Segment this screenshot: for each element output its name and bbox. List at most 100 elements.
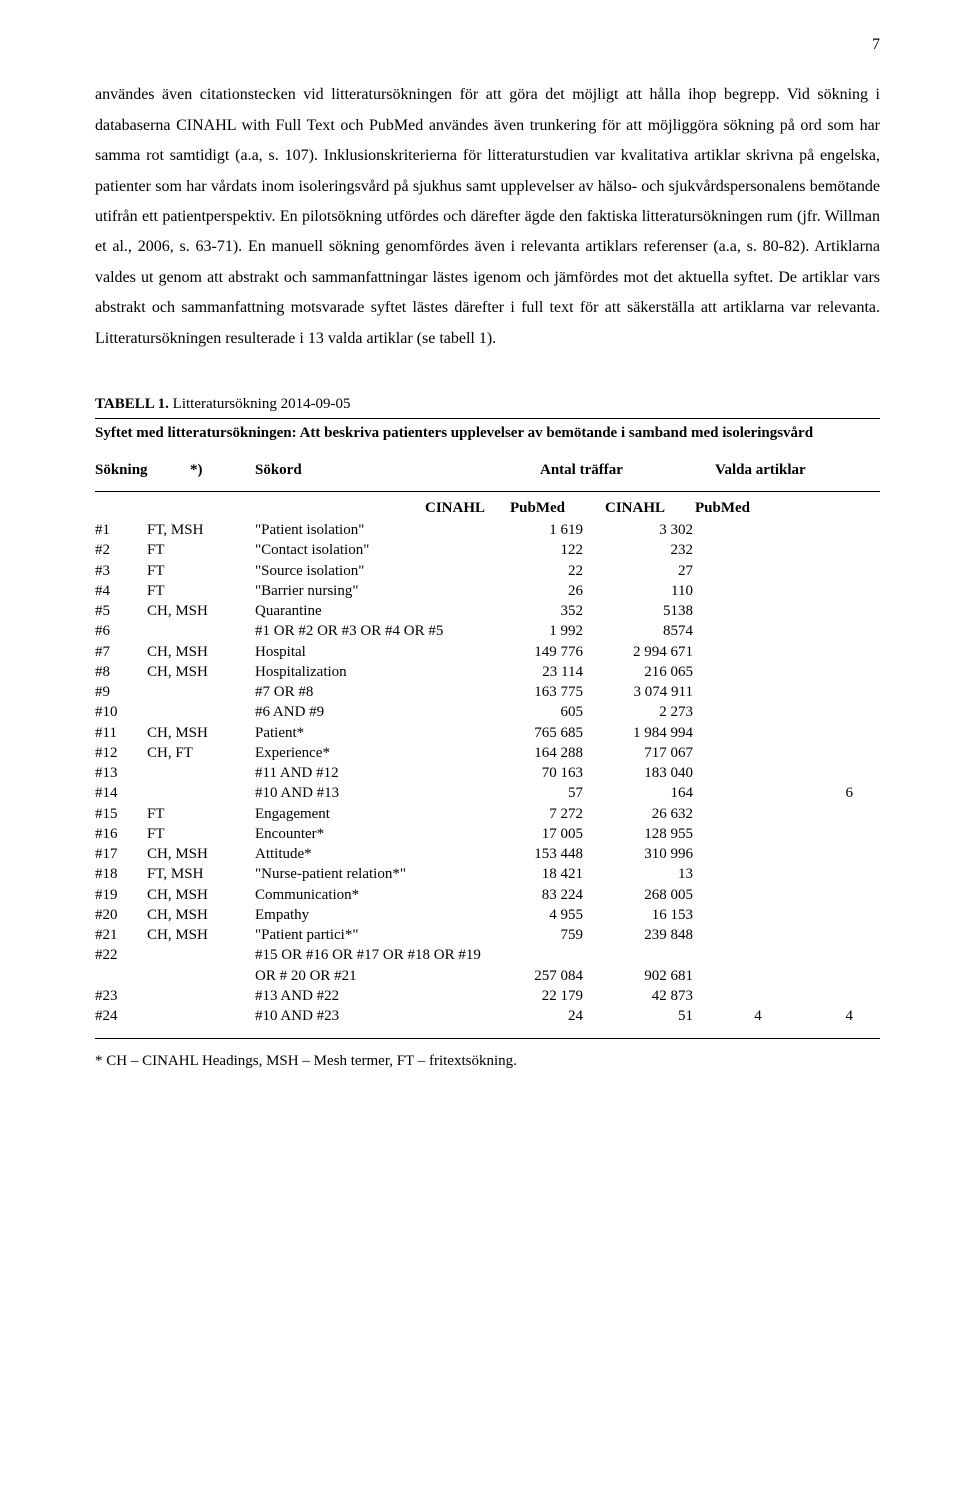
cell-valda-pubmed: [793, 581, 853, 601]
cell-keyword: "Contact isolation": [255, 540, 505, 560]
subcol-pubmed-2: PubMed: [695, 498, 775, 518]
cell-cinahl: 1 619: [505, 520, 611, 540]
cell-valda-cinahl: [723, 844, 793, 864]
cell-pubmed: 26 632: [611, 804, 723, 824]
cell-valda-cinahl: [723, 864, 793, 884]
col-sokord: Sökord: [255, 456, 540, 485]
cell-valda-pubmed: [793, 844, 853, 864]
cell-cinahl: 83 224: [505, 885, 611, 905]
cell-keyword: #10 AND #23: [255, 1006, 505, 1026]
table-row: #18FT, MSH"Nurse-patient relation*"18 42…: [95, 864, 880, 884]
table-row: OR # 20 OR #21257 084902 681: [95, 966, 880, 986]
cell-pubmed: 164: [611, 783, 723, 803]
cell-type: [147, 763, 255, 783]
col-sokning: Sökning: [95, 456, 190, 485]
cell-valda-pubmed: [793, 682, 853, 702]
cell-cinahl: 22 179: [505, 986, 611, 1006]
cell-num: [95, 966, 147, 986]
cell-valda-cinahl: [723, 662, 793, 682]
subcol-pubmed-1: PubMed: [510, 498, 605, 518]
cell-num: #9: [95, 682, 147, 702]
table-row: #5CH, MSHQuarantine3525138: [95, 601, 880, 621]
table-row: #24#10 AND #23245144: [95, 1006, 880, 1026]
cell-pubmed: 5138: [611, 601, 723, 621]
cell-valda-cinahl: [723, 905, 793, 925]
cell-cinahl: 1 992: [505, 621, 611, 641]
cell-pubmed: 239 848: [611, 925, 723, 945]
table-row: #13#11 AND #1270 163183 040: [95, 763, 880, 783]
cell-num: #7: [95, 642, 147, 662]
cell-keyword: "Barrier nursing": [255, 581, 505, 601]
cell-num: #16: [95, 824, 147, 844]
cell-num: #24: [95, 1006, 147, 1026]
cell-type: CH, MSH: [147, 925, 255, 945]
cell-type: CH, MSH: [147, 601, 255, 621]
cell-pubmed: 216 065: [611, 662, 723, 682]
cell-cinahl: 759: [505, 925, 611, 945]
cell-type: FT: [147, 561, 255, 581]
cell-num: #22: [95, 945, 147, 965]
cell-cinahl: 257 084: [505, 966, 611, 986]
col-antal: Antal träffar: [540, 456, 715, 485]
table-row: #4FT"Barrier nursing"26110: [95, 581, 880, 601]
cell-valda-cinahl: [723, 783, 793, 803]
cell-num: #4: [95, 581, 147, 601]
cell-valda-pubmed: 6: [793, 783, 853, 803]
cell-num: #19: [95, 885, 147, 905]
cell-pubmed: 16 153: [611, 905, 723, 925]
cell-valda-cinahl: 4: [723, 1006, 793, 1026]
cell-pubmed: 128 955: [611, 824, 723, 844]
cell-keyword: Empathy: [255, 905, 505, 925]
table-row: #14#10 AND #13571646: [95, 783, 880, 803]
cell-cinahl: 18 421: [505, 864, 611, 884]
cell-keyword: #13 AND #22: [255, 986, 505, 1006]
cell-keyword: Experience*: [255, 743, 505, 763]
table-row: #1FT, MSH"Patient isolation"1 6193 302: [95, 520, 880, 540]
cell-num: #12: [95, 743, 147, 763]
cell-num: #17: [95, 844, 147, 864]
cell-pubmed: 8574: [611, 621, 723, 641]
cell-valda-cinahl: [723, 885, 793, 905]
cell-keyword: Encounter*: [255, 824, 505, 844]
cell-valda-pubmed: [793, 804, 853, 824]
cell-num: #5: [95, 601, 147, 621]
cell-num: #23: [95, 986, 147, 1006]
cell-num: #21: [95, 925, 147, 945]
cell-valda-pubmed: [793, 763, 853, 783]
cell-valda-pubmed: 4: [793, 1006, 853, 1026]
cell-valda-cinahl: [723, 925, 793, 945]
cell-type: CH, MSH: [147, 844, 255, 864]
table-row: #21CH, MSH"Patient partici*"759239 848: [95, 925, 880, 945]
table-footnote: * CH – CINAHL Headings, MSH – Mesh terme…: [95, 1038, 880, 1076]
cell-keyword: Quarantine: [255, 601, 505, 621]
cell-type: [147, 621, 255, 641]
cell-type: [147, 702, 255, 722]
cell-cinahl: 24: [505, 1006, 611, 1026]
cell-pubmed: 1 984 994: [611, 723, 723, 743]
cell-type: CH, MSH: [147, 723, 255, 743]
cell-keyword: OR # 20 OR #21: [255, 966, 505, 986]
table-row: #19CH, MSHCommunication*83 224268 005: [95, 885, 880, 905]
cell-valda-cinahl: [723, 966, 793, 986]
cell-num: #3: [95, 561, 147, 581]
cell-type: [147, 945, 255, 965]
cell-pubmed: 902 681: [611, 966, 723, 986]
table-row: #15FTEngagement7 27226 632: [95, 804, 880, 824]
subcol-cinahl-1: CINAHL: [425, 498, 510, 518]
table-row: #3FT"Source isolation"2227: [95, 561, 880, 581]
table-row: #10#6 AND #96052 273: [95, 702, 880, 722]
cell-valda-pubmed: [793, 905, 853, 925]
cell-valda-cinahl: [723, 986, 793, 1006]
cell-pubmed: 717 067: [611, 743, 723, 763]
cell-pubmed: 310 996: [611, 844, 723, 864]
cell-keyword: Hospitalization: [255, 662, 505, 682]
cell-cinahl: 23 114: [505, 662, 611, 682]
cell-cinahl: 149 776: [505, 642, 611, 662]
cell-valda-pubmed: [793, 824, 853, 844]
table-row: #11CH, MSHPatient*765 6851 984 994: [95, 723, 880, 743]
cell-num: #6: [95, 621, 147, 641]
subcol-cinahl-2: CINAHL: [605, 498, 695, 518]
cell-keyword: Hospital: [255, 642, 505, 662]
cell-keyword: #1 OR #2 OR #3 OR #4 OR #5: [255, 621, 505, 641]
cell-pubmed: 232: [611, 540, 723, 560]
